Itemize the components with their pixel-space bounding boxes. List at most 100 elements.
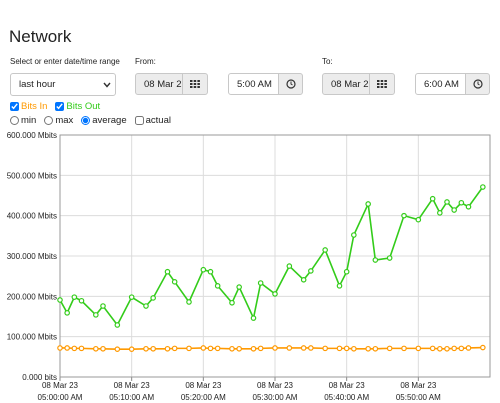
data-point bbox=[322, 247, 328, 253]
range-label: Select or enter date/time range bbox=[10, 57, 120, 66]
y-tick-label: 600.000 Mbits bbox=[7, 131, 57, 140]
x-tick-label: 08 Mar 23 bbox=[114, 381, 151, 390]
data-point bbox=[343, 268, 350, 275]
x-tick-label: 08 Mar 23 bbox=[257, 381, 294, 390]
data-point bbox=[236, 284, 242, 290]
data-point bbox=[164, 345, 171, 352]
x-tick-label: 05:00:00 AM bbox=[38, 393, 83, 402]
legend-label: Bits Out bbox=[66, 101, 101, 112]
data-point bbox=[78, 345, 85, 352]
data-point bbox=[480, 184, 486, 190]
data-point bbox=[100, 303, 106, 309]
data-point bbox=[229, 299, 235, 306]
page-title: Network bbox=[9, 27, 72, 46]
aggregation-label: average bbox=[92, 115, 127, 126]
plot-border bbox=[59, 134, 491, 378]
data-point bbox=[272, 291, 278, 297]
data-point bbox=[229, 345, 235, 352]
data-point bbox=[64, 310, 70, 316]
data-point bbox=[78, 297, 85, 304]
data-point bbox=[186, 345, 192, 352]
data-point bbox=[71, 294, 78, 300]
data-point bbox=[401, 212, 407, 219]
from-label: From: bbox=[135, 57, 156, 66]
data-point bbox=[458, 345, 465, 352]
data-point bbox=[444, 199, 450, 205]
aggregation-label: min bbox=[21, 115, 37, 126]
data-point bbox=[143, 303, 149, 309]
data-point bbox=[236, 345, 242, 352]
data-point bbox=[451, 207, 457, 213]
from-clock-button[interactable] bbox=[278, 73, 303, 95]
data-point bbox=[286, 263, 293, 269]
actual-label: actual bbox=[145, 115, 171, 126]
series-line bbox=[60, 346, 483, 350]
y-tick-label: 400.000 Mbits bbox=[7, 212, 57, 221]
data-point bbox=[415, 345, 422, 352]
data-point bbox=[401, 345, 407, 352]
from-calendar-button[interactable] bbox=[182, 73, 208, 95]
data-point bbox=[164, 268, 171, 275]
aggregation-option[interactable]: max bbox=[44, 115, 73, 126]
series-line bbox=[59, 186, 484, 327]
from-date[interactable]: 08 Mar 2 bbox=[135, 73, 183, 95]
data-point bbox=[100, 345, 106, 352]
aggregation-option[interactable]: min bbox=[10, 115, 36, 126]
data-point bbox=[386, 345, 393, 352]
data-point bbox=[128, 294, 135, 300]
to-calendar-button[interactable] bbox=[369, 73, 395, 95]
actual-option[interactable]: actual bbox=[134, 115, 171, 126]
data-point bbox=[171, 279, 178, 285]
to-date[interactable]: 08 Mar 2 bbox=[322, 73, 370, 95]
data-point bbox=[150, 345, 156, 352]
data-point bbox=[128, 346, 135, 352]
aggregation-option[interactable]: average bbox=[81, 115, 127, 126]
data-point bbox=[272, 345, 278, 351]
legend: Bits In Bits Out bbox=[10, 101, 100, 112]
legend-item[interactable]: Bits In bbox=[10, 101, 47, 112]
y-tick-label: 0.000 bits bbox=[22, 373, 57, 382]
x-tick-label: 05:40:00 AM bbox=[324, 393, 369, 402]
data-point bbox=[365, 201, 371, 207]
data-point bbox=[343, 345, 350, 352]
legend-item[interactable]: Bits Out bbox=[55, 101, 100, 112]
data-point bbox=[207, 345, 214, 352]
data-point bbox=[171, 345, 178, 352]
data-point bbox=[300, 345, 307, 351]
aggregation-radio[interactable] bbox=[81, 116, 91, 125]
legend-checkbox[interactable] bbox=[10, 102, 19, 111]
data-point bbox=[200, 345, 207, 351]
data-point bbox=[429, 345, 436, 352]
data-point bbox=[322, 345, 328, 352]
data-point bbox=[451, 345, 457, 352]
aggregation-radio[interactable] bbox=[10, 116, 19, 125]
x-tick-label: 05:30:00 AM bbox=[253, 393, 298, 402]
data-point bbox=[465, 345, 472, 351]
to-clock-button[interactable] bbox=[465, 73, 490, 95]
data-point bbox=[365, 345, 371, 352]
aggregation-radio[interactable] bbox=[44, 116, 54, 125]
data-point bbox=[336, 345, 343, 352]
data-point bbox=[57, 297, 63, 303]
range-select[interactable]: last hour bbox=[10, 73, 116, 96]
calendar-icon bbox=[190, 80, 200, 88]
data-point bbox=[444, 345, 450, 352]
y-tick-label: 300.000 Mbits bbox=[7, 252, 57, 261]
range-value: last hour bbox=[19, 79, 56, 90]
data-point bbox=[207, 268, 214, 275]
actual-checkbox[interactable] bbox=[134, 116, 144, 125]
to-time[interactable]: 6:00 AM bbox=[415, 73, 466, 95]
data-point bbox=[372, 345, 379, 352]
clock-icon bbox=[285, 79, 296, 89]
data-point bbox=[114, 322, 121, 328]
data-point bbox=[437, 210, 443, 216]
data-point bbox=[93, 345, 99, 352]
data-point bbox=[257, 280, 264, 286]
from-time[interactable]: 5:00 AM bbox=[228, 73, 279, 95]
x-tick-label: 08 Mar 23 bbox=[185, 381, 222, 390]
data-point bbox=[114, 346, 121, 352]
data-point bbox=[458, 199, 465, 206]
x-tick-label: 08 Mar 23 bbox=[42, 381, 79, 390]
legend-checkbox[interactable] bbox=[55, 102, 65, 111]
x-tick-label: 08 Mar 23 bbox=[329, 381, 366, 390]
